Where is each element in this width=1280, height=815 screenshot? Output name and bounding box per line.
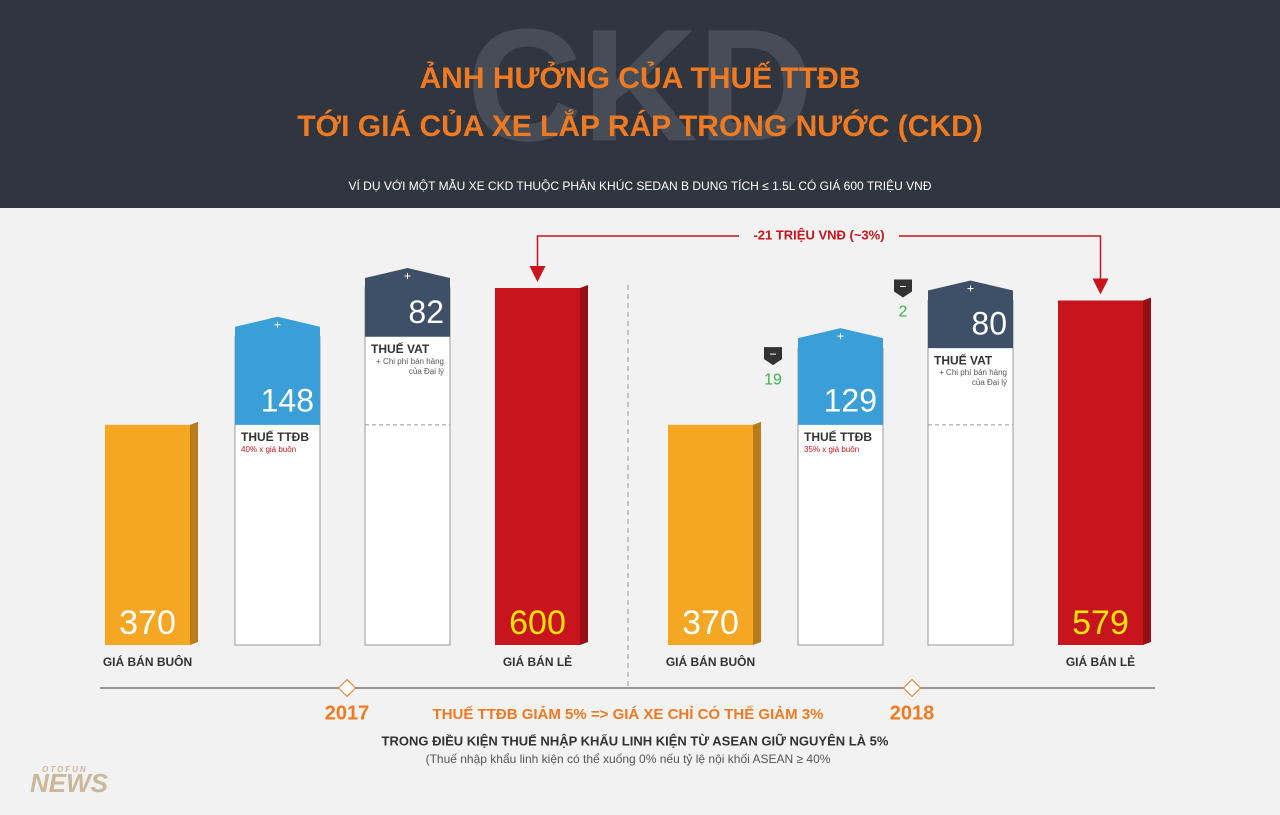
step-label: GIÁ BÁN BUÔN [666,654,755,669]
step-note-box: 40% x giá buôn [241,444,297,454]
year-label: 2017 [325,702,370,724]
value-label: 579 [1072,604,1129,642]
bar-box [927,299,1014,646]
header-band [0,0,1280,208]
title: TỚI GIÁ CỦA XE LẮP RÁP TRONG NƯỚC (CKD) [297,109,983,143]
year-marker [337,678,357,698]
difference-label: -21 TRIỆU VNĐ (~3%) [753,227,884,242]
decrease-marker [894,279,912,298]
step-note: + Chi phí bán hàng của Đại lý [376,356,444,376]
step-label: THUẾ TTĐB [804,429,872,444]
title: ẢNH HƯỞNG CỦA THUẾ TTĐB [419,61,860,95]
value-label: 148 [261,382,314,418]
bar-side [1143,297,1151,645]
bar [365,268,450,337]
footer-subnote: (Thuế nhập khẩu linh kiện có thể xuống 0… [426,752,831,766]
step-note: 35% x giá buôn [804,444,860,454]
step-note-box: 35% x giá buôn [804,444,860,454]
footer-highlight: THUẾ TTĐB GIẢM 5% => GIÁ XE CHỈ CÓ THỂ G… [433,705,824,723]
bar [105,424,190,645]
bar [1058,300,1143,645]
bar [235,316,320,425]
value-label: 80 [971,306,1007,342]
bar-side [753,421,761,645]
arrow-head [529,266,546,282]
decrease-label: 2 [899,304,908,321]
subtitle: VÍ DỤ VỚI MỘT MẪU XE CKD THUỘC PHÂN KHÚC… [349,178,932,193]
difference-bg [739,227,899,245]
arrow-head [1092,278,1109,295]
footer-note: TRONG ĐIỀU KIỆN THUẾ NHẬP KHẨU LINH KIỆN… [382,733,889,748]
step-note-box: + Chi phí bán hàng của Đại lý [376,356,444,376]
step-label: GIÁ BÁN LẺ [1066,654,1135,669]
value-label: 129 [824,382,877,418]
year-marker [902,678,922,698]
bar [928,280,1013,349]
step-label: GIÁ BÁN BUÔN [103,654,192,669]
step-note: 40% x giá buôn [241,444,297,454]
brand-top: OTOFUN [42,765,88,774]
bar-box [364,287,451,646]
bar [798,328,883,425]
bar [495,288,580,645]
value-label: 370 [682,604,739,642]
brand: NEWS [30,768,109,798]
step-label: THUẾ VAT [371,341,430,356]
bar-side [580,285,588,645]
step-label: THUẾ TTĐB [241,429,309,444]
value-label: 370 [119,604,176,642]
bar [668,424,753,645]
watermark: CKD [467,0,814,174]
value-label: 82 [408,294,444,330]
value-label: 600 [509,604,566,642]
step-label: GIÁ BÁN LẺ [503,654,572,669]
decrease-label: 19 [764,371,782,388]
year-label: 2018 [890,702,935,724]
decrease-marker [764,347,782,366]
bar-side [190,421,198,645]
step-note: + Chi phí bán hàng của Đại lý [939,368,1007,388]
step-label: THUẾ VAT [934,352,993,367]
step-note-box: + Chi phí bán hàng của Đại lý [939,368,1007,388]
